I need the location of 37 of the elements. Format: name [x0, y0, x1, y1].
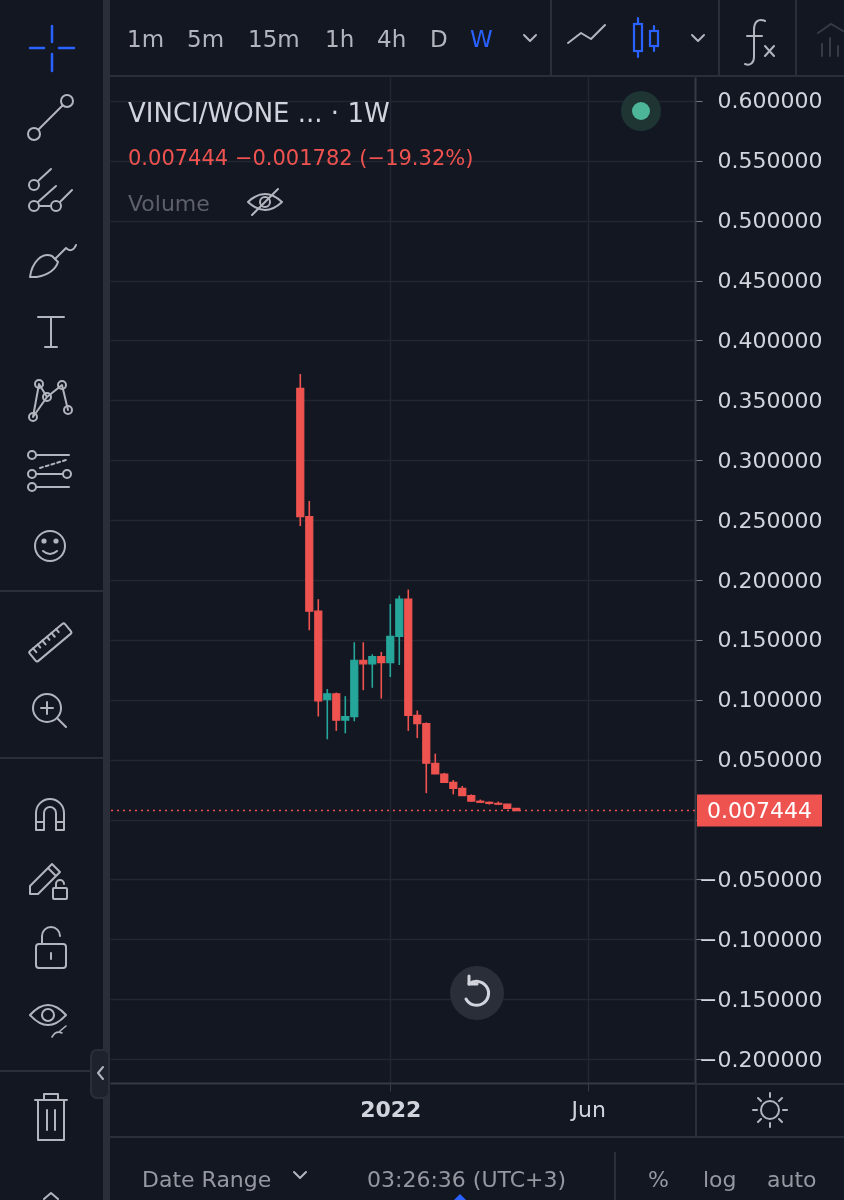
- y-tick-label: 0.050000: [717, 747, 823, 773]
- y-tick-label: 0.550000: [717, 148, 823, 174]
- text: D: [430, 26, 448, 52]
- y-tick-label: −0.150000: [699, 986, 823, 1012]
- y-tick-label: 0.500000: [717, 208, 823, 234]
- text: 03:26:36 (UTC+3): [367, 1167, 567, 1192]
- text: W: [470, 26, 493, 52]
- y-tick-label: 0.150000: [717, 627, 823, 653]
- text: VINCI/WONE ... · 1W: [128, 98, 390, 128]
- x-tick-label: 2022: [360, 1096, 422, 1122]
- y-tick-label: −0.200000: [699, 1046, 823, 1072]
- y-tick-label: 0.450000: [717, 268, 823, 294]
- annotation: 0.007444 −0.001782 (−19.32%): [128, 146, 474, 170]
- text: 1m: [127, 26, 165, 52]
- text: 4h: [377, 26, 407, 52]
- x-tick-label: Jun: [569, 1096, 606, 1122]
- y-tick-label: 0.300000: [717, 447, 823, 473]
- y-tick-label: 0.100000: [717, 687, 823, 713]
- text: 1h: [325, 26, 355, 52]
- y-tick-label: −0.050000: [699, 866, 823, 892]
- candlestick: [323, 688, 332, 741]
- y-tick-label: 0.200000: [717, 567, 823, 593]
- text: 15m: [248, 26, 300, 52]
- y-tick-label: −0.100000: [699, 926, 823, 952]
- y-tick-label: 0.400000: [717, 327, 823, 353]
- candlestick: [368, 653, 377, 689]
- text: 5m: [187, 26, 225, 52]
- text: log: [703, 1167, 737, 1192]
- text: Date Range: [142, 1167, 272, 1192]
- y-tick-label: 0.350000: [717, 387, 823, 413]
- text: auto: [767, 1167, 817, 1192]
- candlestick: [377, 651, 386, 700]
- y-tick-label: 0.600000: [717, 88, 823, 114]
- text: %: [648, 1167, 669, 1192]
- ref-line-label: 0.007444: [707, 797, 812, 823]
- y-tick-label: 0.250000: [717, 507, 823, 533]
- annotation: Volume: [128, 191, 210, 216]
